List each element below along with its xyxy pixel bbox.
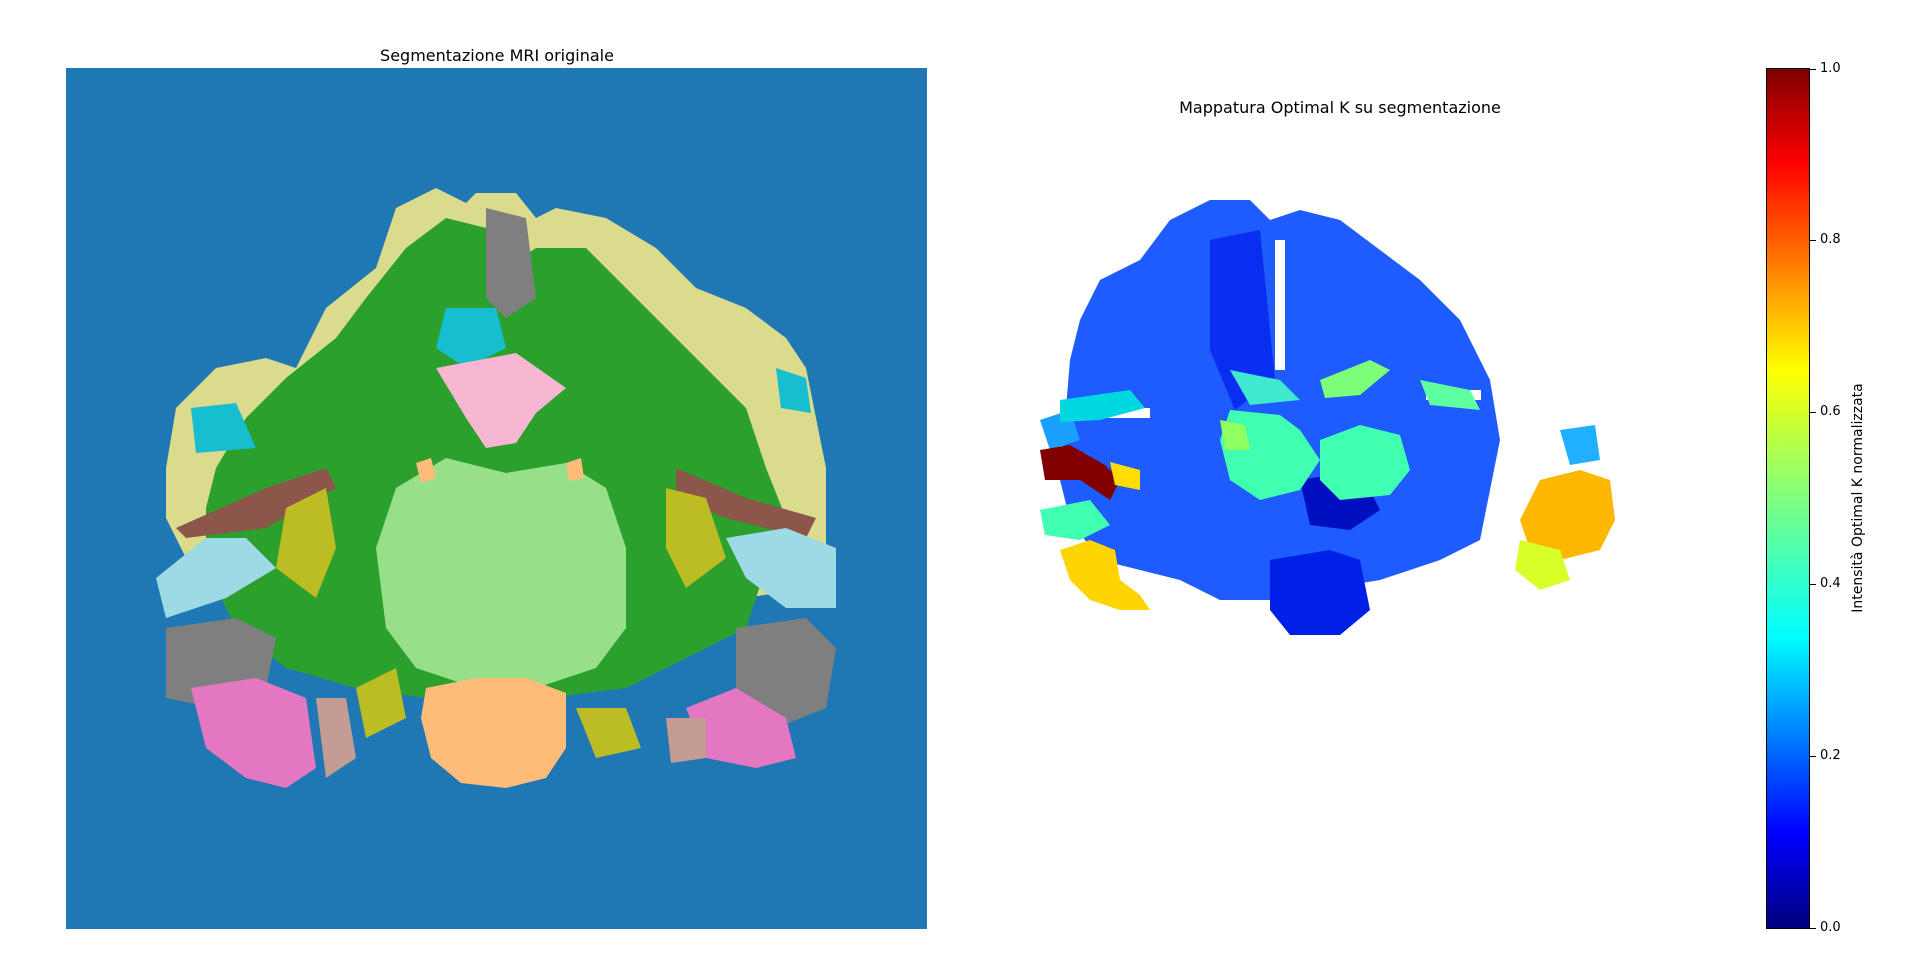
lime-region xyxy=(1220,420,1250,450)
magenta-region xyxy=(191,678,316,788)
gray-midline xyxy=(486,208,536,318)
right-panel-title: Mappatura Optimal K su segmentazione xyxy=(1179,98,1501,117)
light-blue-region xyxy=(726,528,836,608)
thalamus-region xyxy=(376,458,626,688)
colorbar-tick-label: 0.6 xyxy=(1820,404,1841,419)
magenta-region xyxy=(686,688,796,768)
left-panel-title: Segmentazione MRI originale xyxy=(380,46,614,65)
cyan-region xyxy=(776,368,811,413)
colorbar xyxy=(1766,68,1810,929)
segmentation-image xyxy=(66,68,927,929)
olive-lower xyxy=(576,708,641,758)
aqua-region xyxy=(1040,500,1110,540)
tan-region xyxy=(316,698,356,778)
cyan-region xyxy=(1060,390,1145,422)
yellow-region xyxy=(1110,462,1140,490)
segmentation-svg xyxy=(156,188,836,788)
orange-marker xyxy=(416,458,436,483)
olive-lower xyxy=(356,668,406,738)
ventricle-region xyxy=(436,353,566,448)
tan-region xyxy=(666,718,706,763)
cyan-region xyxy=(1560,425,1600,465)
white-matter-region xyxy=(206,218,786,708)
putamen-region xyxy=(676,468,816,538)
colorbar-tick-label: 0.0 xyxy=(1820,920,1841,935)
colorbar-label: Intensità Optimal K normalizzata xyxy=(1850,383,1866,613)
brainstem-region xyxy=(421,678,566,788)
colorbar-tick-label: 0.2 xyxy=(1820,748,1841,763)
navy-region xyxy=(1210,230,1275,410)
cyan-region xyxy=(191,403,256,453)
insula-region xyxy=(276,488,336,598)
optimal-k-image xyxy=(1020,180,1680,760)
insula-region xyxy=(666,488,726,588)
yellow-green-region xyxy=(1515,540,1570,590)
lime-region xyxy=(1420,380,1480,410)
lime-region xyxy=(1320,360,1390,398)
brainstem-blue xyxy=(1270,550,1370,635)
colorbar-tick-label: 1.0 xyxy=(1820,61,1841,76)
orange-region xyxy=(1520,470,1615,560)
gray-lobe xyxy=(736,618,836,728)
dark-red-region xyxy=(1040,445,1120,500)
yellow-region xyxy=(1060,540,1150,610)
aqua-region xyxy=(1230,370,1300,405)
white-gap xyxy=(1275,240,1285,370)
cyan-region xyxy=(436,308,506,368)
putamen-region xyxy=(176,468,336,538)
colorbar-tick-label: 0.8 xyxy=(1820,232,1841,247)
aqua-region xyxy=(1320,425,1410,500)
colorbar-tick-label: 0.4 xyxy=(1820,576,1841,591)
light-blue-region xyxy=(156,538,276,618)
orange-marker xyxy=(566,458,584,481)
optimal-k-svg xyxy=(1040,200,1615,635)
colorbar-gradient xyxy=(1767,69,1809,928)
